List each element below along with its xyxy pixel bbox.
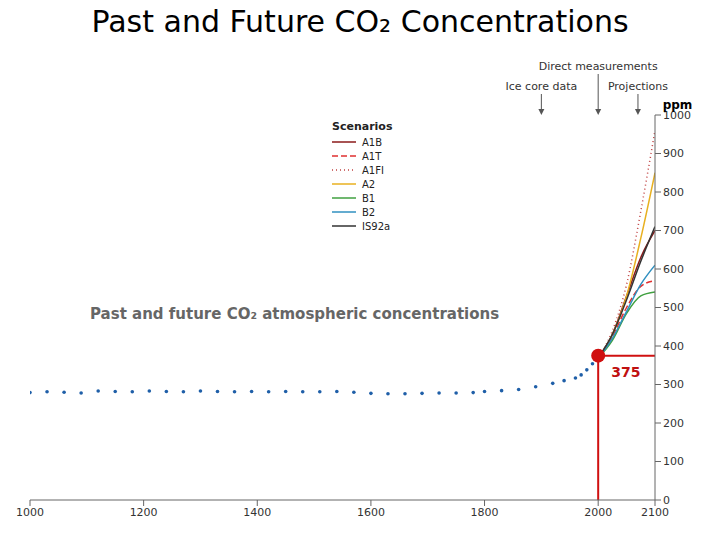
svg-text:0: 0 — [663, 494, 670, 507]
html-text:B2: B2 — [362, 206, 376, 218]
svg-text:1000: 1000 — [16, 506, 44, 519]
svg-text:1400: 1400 — [243, 506, 271, 519]
html-text:Past and future CO₂ atmospheri: Past and future CO₂ atmospheric concentr… — [90, 305, 500, 323]
svg-text:100: 100 — [663, 455, 684, 468]
html-text:A1B: A1B — [362, 136, 383, 148]
svg-text:1200: 1200 — [130, 506, 158, 519]
svg-text:200: 200 — [663, 417, 684, 430]
svg-text:600: 600 — [663, 263, 684, 276]
html-text:A2: A2 — [362, 178, 376, 190]
svg-text:375: 375 — [611, 364, 640, 380]
svg-text:1600: 1600 — [357, 506, 385, 519]
svg-text:700: 700 — [663, 224, 684, 237]
svg-text:ppm: ppm — [663, 98, 693, 112]
svg-text:Projections: Projections — [608, 80, 668, 93]
html-text:Scenarios: Scenarios — [332, 120, 393, 133]
html-text:IS92a: IS92a — [362, 220, 391, 232]
html-text:B1: B1 — [362, 192, 376, 204]
svg-text:2100: 2100 — [641, 506, 669, 519]
html-text:Past and Future CO₂ Concentrat: Past and Future CO₂ Concentrations — [91, 4, 629, 39]
svg-text:300: 300 — [663, 378, 684, 391]
svg-text:800: 800 — [663, 186, 684, 199]
svg-text:1800: 1800 — [471, 506, 499, 519]
svg-text:Ice core data: Ice core data — [506, 80, 578, 93]
svg-text:Direct measurements: Direct measurements — [539, 60, 658, 73]
svg-text:2000: 2000 — [584, 506, 612, 519]
svg-text:1000: 1000 — [663, 108, 691, 122]
html-text:A1T: A1T — [362, 150, 382, 162]
svg-text:900: 900 — [663, 147, 684, 160]
html-text:A1FI: A1FI — [362, 164, 384, 176]
svg-text:400: 400 — [663, 340, 684, 353]
svg-text:500: 500 — [663, 301, 684, 314]
